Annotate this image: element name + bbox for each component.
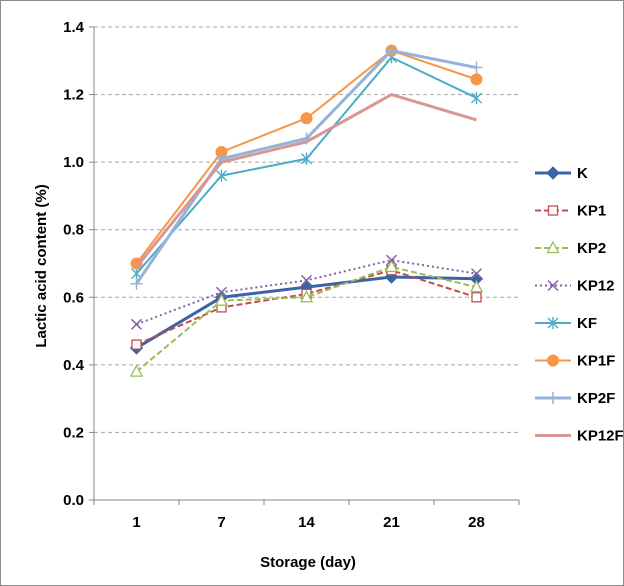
x-tick-label: 28 <box>468 514 485 531</box>
legend-marker-kf <box>547 317 559 329</box>
data-point-kp2f <box>130 277 143 290</box>
series-line-kf <box>135 56 477 275</box>
x-tick-label: 21 <box>383 514 400 531</box>
data-point-kp12 <box>300 274 313 286</box>
data-point-kp12 <box>385 254 398 266</box>
y-tick-label: 0.6 <box>63 289 84 306</box>
legend-label-kp1f: KP1F <box>577 353 615 370</box>
legend-marker-kp2 <box>546 240 560 254</box>
y-tick-label: 1.2 <box>63 87 84 104</box>
series-kp12 <box>130 254 483 330</box>
series-kp12f <box>135 93 477 268</box>
y-tick-label: 1.4 <box>63 19 85 36</box>
x-axis-title: Storage (day) <box>260 554 356 571</box>
data-point-kp1f <box>470 73 483 86</box>
data-point-kf <box>471 91 482 104</box>
legend-item-kp2f: KP2F <box>535 390 615 407</box>
legend-label-k: K <box>577 165 588 182</box>
series-k <box>129 270 484 355</box>
y-tick-label: 0.8 <box>63 222 84 239</box>
y-tick-label: 0.4 <box>63 357 85 374</box>
data-point-kp2f <box>470 61 483 74</box>
legend-item-kp12: KP12 <box>535 278 615 295</box>
data-point-kp12 <box>470 268 483 280</box>
legend-marker-kp1 <box>547 205 559 216</box>
legend-label-kf: KF <box>577 315 597 332</box>
data-point-kp1f <box>300 112 313 125</box>
legend-marker-kp1f <box>547 354 559 367</box>
legend-marker-kp12 <box>547 279 559 292</box>
data-point-kp2 <box>299 289 314 303</box>
data-point-kp2 <box>214 293 229 306</box>
data-point-kp2 <box>469 279 484 293</box>
series-line-kp2 <box>135 265 477 373</box>
legend-item-kf: KF <box>535 315 597 332</box>
legend-marker-kp2f <box>547 392 559 404</box>
legend-item-k: K <box>535 165 588 182</box>
data-point-kp12 <box>215 286 228 298</box>
data-point-kf <box>301 152 312 165</box>
y-tick-label: 0.0 <box>63 492 84 509</box>
data-point-kp2 <box>129 364 144 377</box>
series-line-kp2f <box>135 49 477 285</box>
legend-item-kp12f: KP12F <box>535 428 623 445</box>
legend-label-kp1: KP1 <box>577 203 606 220</box>
series-kf <box>131 51 482 280</box>
x-tick-label: 14 <box>298 514 315 531</box>
series-line-kp12f <box>135 93 477 268</box>
data-point-kp2 <box>384 259 399 273</box>
legend-label-kp2: KP2 <box>577 240 606 257</box>
x-tick-label: 7 <box>217 514 225 531</box>
series-kp2f <box>130 44 483 290</box>
series-lines <box>129 44 484 377</box>
series-kp2 <box>129 259 484 377</box>
legend-label-kp12: KP12 <box>577 278 615 295</box>
legend: K KP1 KP2 KP12 KF KP1F KP2F KP12F <box>535 165 623 445</box>
y-tick-label: 0.2 <box>63 424 84 441</box>
legend-label-kp2f: KP2F <box>577 390 615 407</box>
axes: 0.0 0.2 0.4 0.6 0.8 1.0 1.2 1.4 1 7 14 21 28 <box>63 19 520 531</box>
data-point-kp1 <box>471 292 482 303</box>
data-point-kp1f <box>130 257 143 270</box>
data-point-kf <box>216 169 227 182</box>
legend-item-kp2: KP2 <box>535 240 606 257</box>
y-axis-title: Lactic acid content (%) <box>33 184 50 347</box>
x-tick-label: 1 <box>132 514 140 531</box>
data-point-kp12 <box>130 318 143 330</box>
data-point-kp2f <box>385 44 398 57</box>
y-tick-label: 1.0 <box>63 154 84 171</box>
legend-item-kp1f: KP1F <box>535 353 615 370</box>
legend-label-kp12f: KP12F <box>577 428 623 445</box>
legend-item-kp1: KP1 <box>535 203 606 220</box>
legend-marker-k <box>546 166 560 180</box>
data-point-kp1 <box>131 339 142 350</box>
